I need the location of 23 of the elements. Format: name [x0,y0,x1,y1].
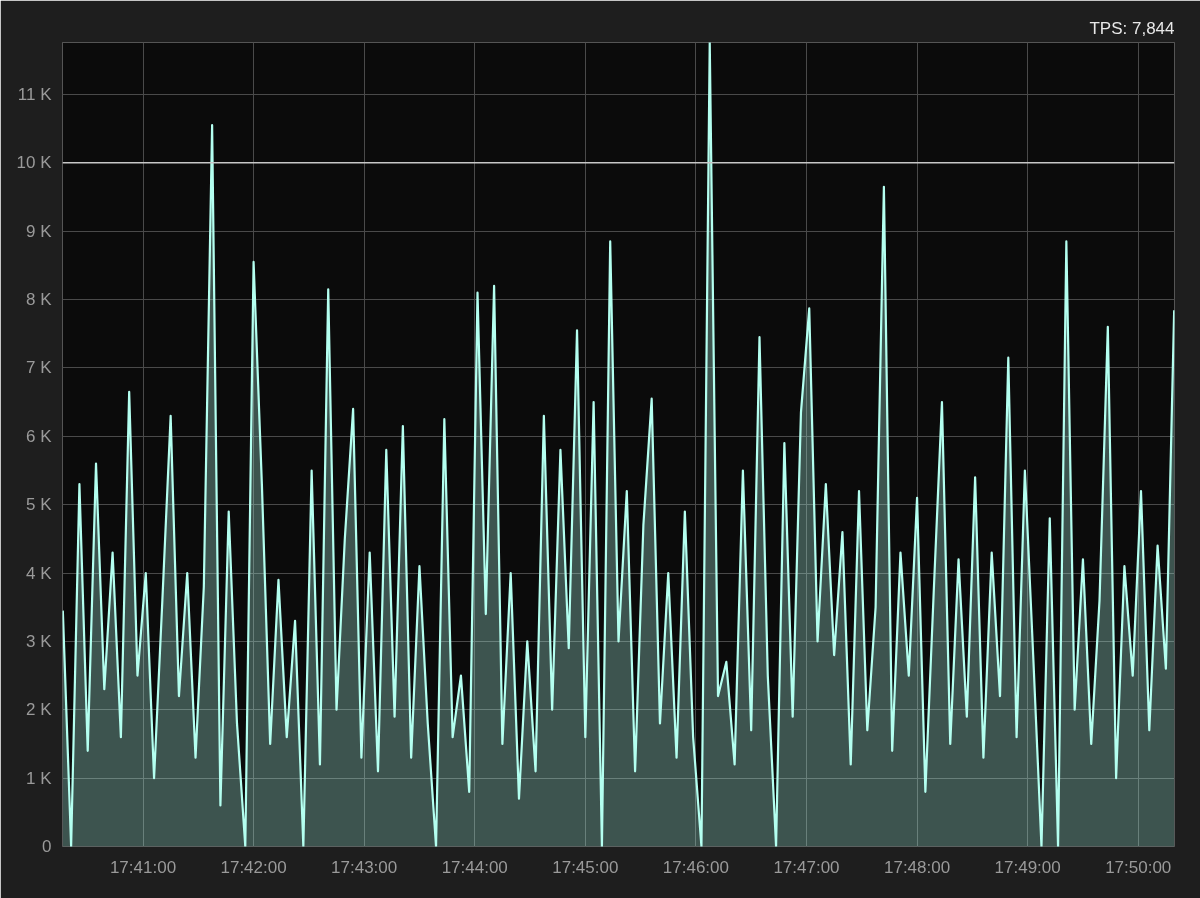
y-tick-label: 9 K [25,221,53,241]
x-tick-label: 17:50:00 [1105,857,1172,877]
x-tick-label: 17:41:00 [109,857,177,877]
y-tick-label: 1 K [25,768,53,788]
y-tick-label: 10 K [16,153,53,173]
x-tick-label: 17:43:00 [331,857,398,877]
y-tick-label: 0 [42,837,52,856]
y-tick-label: 6 K [25,426,53,446]
y-tick-label: 2 K [25,700,53,720]
chart-title: TPS: 7,844 [1089,18,1175,38]
x-tick-label: 17:48:00 [883,857,951,877]
x-tick-label: 17:45:00 [552,857,619,877]
x-tick-label: 17:49:00 [994,857,1061,877]
y-tick-label: 3 K [25,631,53,651]
y-tick-label: 11 K [17,84,53,104]
x-tick-label: 17:42:00 [220,857,287,877]
y-tick-label: 4 K [25,563,53,583]
y-tick-label: 7 K [25,358,53,378]
x-tick-label: 17:44:00 [441,857,508,877]
y-tick-label: 8 K [25,290,53,310]
x-tick-label: 17:46:00 [662,857,730,877]
x-tick-label: 17:47:00 [773,857,840,877]
y-tick-label: 5 K [25,495,53,515]
